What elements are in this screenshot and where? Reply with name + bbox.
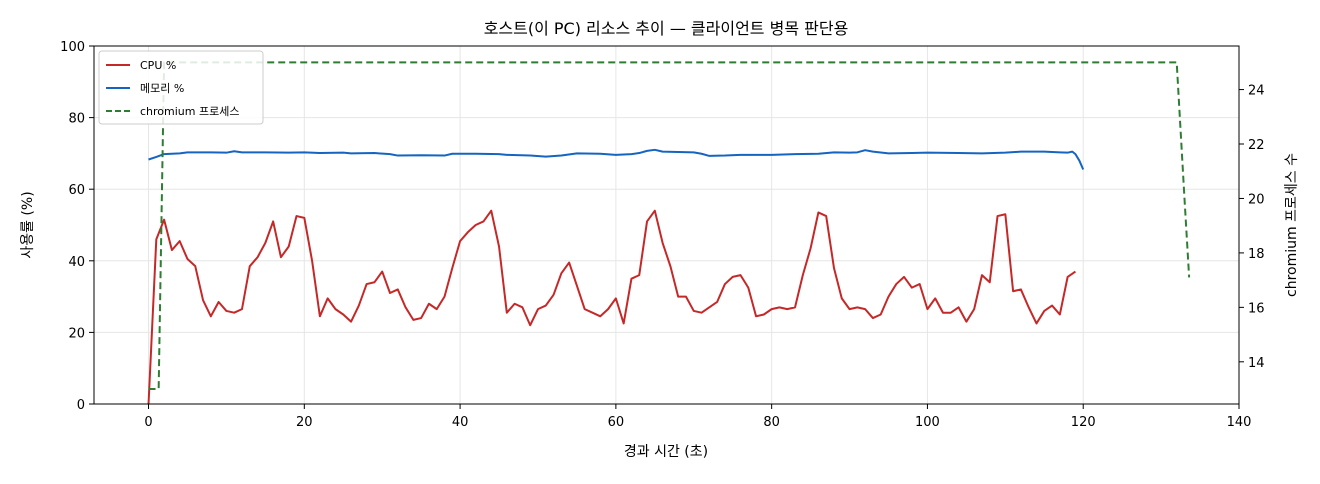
x-axis-title: 경과 시간 (초) bbox=[624, 444, 708, 460]
y-tick-label: 20 bbox=[68, 326, 85, 341]
y-tick-label: 40 bbox=[68, 255, 85, 270]
chromium-process-line bbox=[148, 61, 1191, 391]
y2-tick-label: 16 bbox=[1248, 301, 1265, 316]
x-axis-ticks: 0 20 40 60 80 100 120 140 bbox=[144, 404, 1251, 430]
y2-axis-ticks: 14 16 18 20 22 24 bbox=[1239, 84, 1265, 371]
x-tick-label: 20 bbox=[296, 415, 313, 430]
y2-tick-label: 24 bbox=[1248, 84, 1265, 99]
y2-tick-label: 14 bbox=[1248, 356, 1265, 371]
y-axis-ticks: 0 20 40 60 80 100 bbox=[60, 40, 94, 413]
legend-label-chromium: chromium 프로세스 bbox=[140, 105, 239, 118]
chart-title: 호스트(이 PC) 리소스 추이 — 클라이언트 병목 판단용 bbox=[484, 19, 849, 38]
series-layer bbox=[147, 61, 1191, 405]
x-tick-label: 40 bbox=[452, 415, 469, 430]
y2-tick-label: 18 bbox=[1248, 247, 1265, 262]
y-tick-label: 0 bbox=[77, 398, 85, 413]
y-tick-label: 60 bbox=[68, 183, 85, 198]
x-tick-label: 140 bbox=[1227, 415, 1252, 430]
plot-frame bbox=[93, 45, 1240, 405]
legend-label-cpu: CPU % bbox=[140, 59, 176, 72]
grid bbox=[94, 45, 1240, 405]
legend-label-memory: 메모리 % bbox=[140, 82, 184, 95]
x-tick-label: 100 bbox=[915, 415, 940, 430]
y-axis-title: 사용률 (%) bbox=[20, 191, 36, 258]
memory-line bbox=[148, 148, 1085, 170]
legend-box bbox=[98, 50, 264, 125]
legend: CPU % 메모리 % chromium 프로세스 bbox=[98, 50, 264, 125]
y2-tick-label: 20 bbox=[1248, 192, 1265, 207]
y-tick-label: 80 bbox=[68, 112, 85, 127]
cpu-line bbox=[147, 209, 1076, 405]
x-tick-label: 120 bbox=[1071, 415, 1096, 430]
x-tick-label: 80 bbox=[763, 415, 780, 430]
y2-axis-title: chromium 프로세스 수 bbox=[1284, 153, 1300, 297]
y2-tick-label: 22 bbox=[1248, 138, 1265, 153]
x-tick-label: 60 bbox=[608, 415, 625, 430]
y-tick-label: 100 bbox=[60, 40, 85, 55]
x-tick-label: 0 bbox=[144, 415, 152, 430]
